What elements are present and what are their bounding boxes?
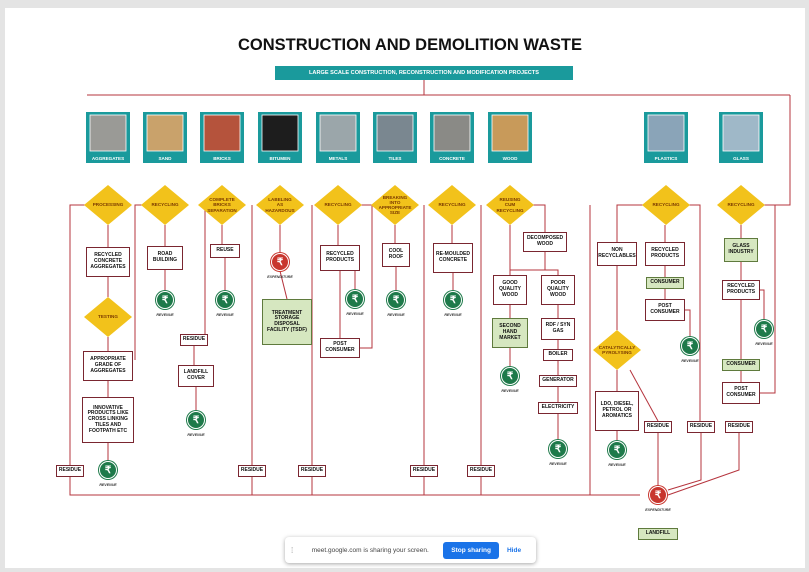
material-label: PLASTICS xyxy=(644,154,688,163)
process-box: POST CONSUMER xyxy=(320,338,360,358)
process-box: ROAD BUILDING xyxy=(147,246,183,270)
process-box: COOL ROOF xyxy=(382,243,410,267)
process-box: TREATMENT STORAGE DISPOSAL FACILITY (TSD… xyxy=(262,299,312,345)
process-box: GLASS INDUSTRY xyxy=(724,238,758,262)
material-image xyxy=(492,115,528,151)
hide-button[interactable]: Hide xyxy=(507,547,521,554)
revenue-label: REVENUE xyxy=(176,432,216,438)
process-box: GENERATOR xyxy=(539,375,577,387)
process-box: GOOD QUALITY WOOD xyxy=(493,275,527,305)
revenue-label: REVENUE xyxy=(744,341,784,347)
currency-icon: ₹ xyxy=(444,291,462,309)
process-box: REUSE xyxy=(210,244,240,258)
process-box: LANDFILL COVER xyxy=(178,365,214,387)
revenue-label: REVENUE xyxy=(205,312,245,318)
currency-icon: ₹ xyxy=(187,411,205,429)
process-box: LDO, DIESEL, PETROL OR AROMATICS xyxy=(595,391,639,431)
currency-icon: ₹ xyxy=(271,253,289,271)
currency-icon: ₹ xyxy=(755,320,773,338)
process-box: ELECTRICITY xyxy=(538,402,578,414)
process-box: NON RECYCLABLES xyxy=(597,242,637,266)
process-box: POOR QUALITY WOOD xyxy=(541,275,575,305)
process-box: RDF / SYN GAS xyxy=(541,318,575,340)
process-box: RESIDUE xyxy=(410,465,438,477)
process-box: INNOVATIVE PRODUCTS LIKE CROSS LINKING T… xyxy=(82,397,134,443)
process-box: RESIDUE xyxy=(644,421,672,433)
title: CONSTRUCTION AND DEMOLITION WASTE xyxy=(150,34,670,56)
material-label: BITUMEN xyxy=(258,154,302,163)
process-box: POST CONSUMER xyxy=(722,382,760,404)
material-label: WOOD xyxy=(488,154,532,163)
revenue-label: REVENUE xyxy=(670,358,710,364)
process-box: RESIDUE xyxy=(180,334,208,346)
material-image xyxy=(262,115,298,151)
currency-icon: ₹ xyxy=(346,290,364,308)
process-box: RESIDUE xyxy=(467,465,495,477)
material-image xyxy=(147,115,183,151)
subtitle: LARGE SCALE CONSTRUCTION, RECONSTRUCTION… xyxy=(275,66,573,80)
revenue-label: REVENUE xyxy=(433,312,473,318)
process-box: RECYCLED PRODUCTS xyxy=(645,242,685,266)
revenue-label: REVENUE xyxy=(538,461,578,467)
material-label: TILES xyxy=(373,154,417,163)
process-box: RE-MOULDED CONCRETE xyxy=(433,243,473,273)
process-box: RESIDUE xyxy=(298,465,326,477)
revenue-label: REVENUE xyxy=(597,462,637,468)
share-message: meet.google.com is sharing your screen. xyxy=(297,547,443,554)
process-box: APPROPRIATE GRADE OF AGGREGATES xyxy=(83,351,133,381)
currency-icon: ₹ xyxy=(99,461,117,479)
process-box: DECOMPOSED WOOD xyxy=(523,232,567,252)
process-box: RECYCLED PRODUCTS xyxy=(722,280,760,300)
currency-icon: ₹ xyxy=(156,291,174,309)
process-box: RESIDUE xyxy=(238,465,266,477)
currency-icon: ₹ xyxy=(387,291,405,309)
material-label: SAND xyxy=(143,154,187,163)
stop-sharing-button[interactable]: Stop sharing xyxy=(443,542,499,559)
drag-handle: ⁞ xyxy=(291,546,293,555)
material-image xyxy=(434,115,470,151)
material-image xyxy=(90,115,126,151)
currency-icon: ₹ xyxy=(501,367,519,385)
material-image xyxy=(320,115,356,151)
material-image xyxy=(204,115,240,151)
process-box: RECYCLED CONCRETE AGGREGATES xyxy=(86,247,130,277)
material-label: GLASS xyxy=(719,154,763,163)
material-label: METALS xyxy=(316,154,360,163)
process-box: RESIDUE xyxy=(56,465,84,477)
page: CONSTRUCTION AND DEMOLITION WASTE LARGE … xyxy=(0,0,809,572)
process-box: LANDFILL xyxy=(638,528,678,540)
process-box: RESIDUE xyxy=(687,421,715,433)
material-image xyxy=(648,115,684,151)
revenue-label: REVENUE xyxy=(335,311,375,317)
revenue-label: REVENUE xyxy=(490,388,530,394)
revenue-label: REVENUE xyxy=(145,312,185,318)
process-box: SECOND HAND MARKET xyxy=(492,318,528,348)
screen-share-bar: ⁞ meet.google.com is sharing your screen… xyxy=(285,537,536,563)
process-box: POST CONSUMER xyxy=(645,299,685,321)
expenditure-label: EXPENDITURE xyxy=(638,507,678,513)
currency-icon: ₹ xyxy=(549,440,567,458)
revenue-label: REVENUE xyxy=(88,482,128,488)
material-label: BRICKS xyxy=(200,154,244,163)
currency-icon: ₹ xyxy=(608,441,626,459)
process-box: BOILER xyxy=(543,349,573,361)
revenue-label: REVENUE xyxy=(376,312,416,318)
material-label: CONCRETE xyxy=(430,154,474,163)
currency-icon: ₹ xyxy=(216,291,234,309)
currency-icon: ₹ xyxy=(649,486,667,504)
process-box: RECYCLED PRODUCTS xyxy=(320,245,360,271)
currency-icon: ₹ xyxy=(681,337,699,355)
process-box: CONSUMER xyxy=(722,359,760,371)
process-box: RESIDUE xyxy=(725,421,753,433)
process-box: CONSUMER xyxy=(646,277,684,289)
material-image xyxy=(723,115,759,151)
material-label: AGGREGATES xyxy=(86,154,130,163)
expenditure-label: EXPENDITURE xyxy=(260,274,300,280)
material-image xyxy=(377,115,413,151)
